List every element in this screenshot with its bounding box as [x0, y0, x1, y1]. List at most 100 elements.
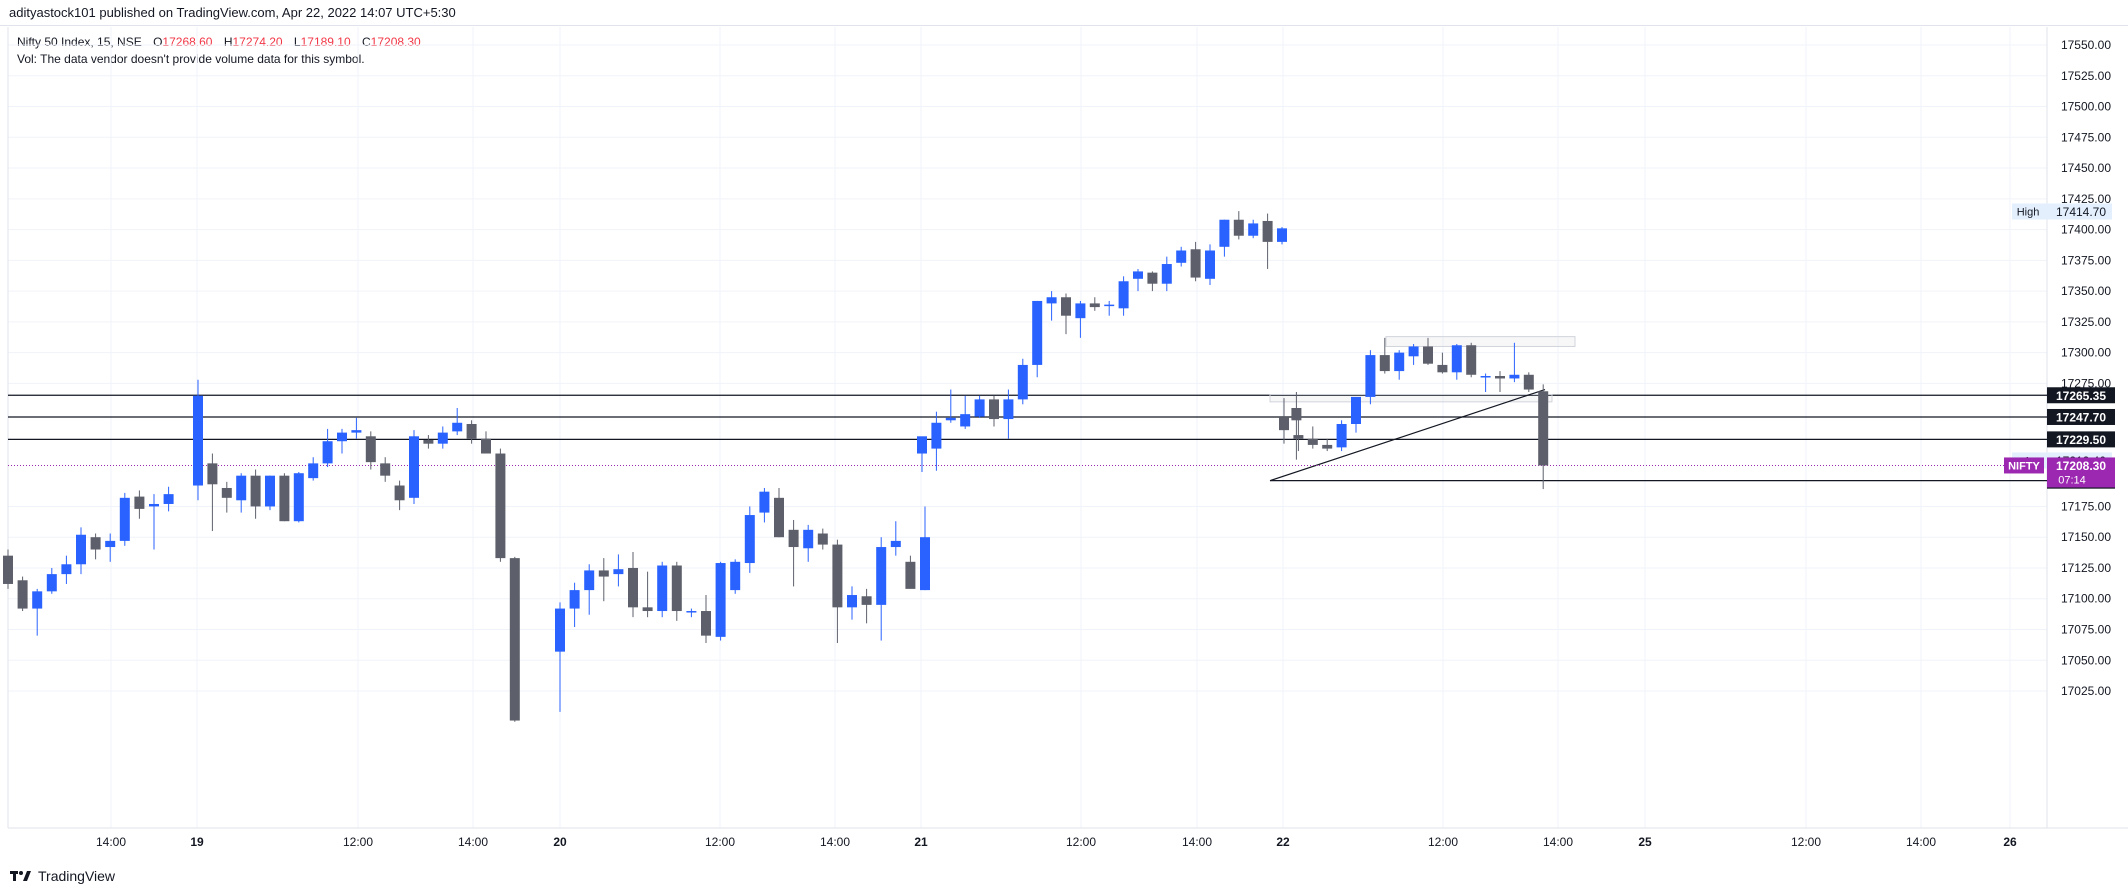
- candle: [61, 555, 72, 584]
- candle: [1089, 297, 1100, 311]
- time-tick-label: 12:00: [1428, 835, 1458, 849]
- candle-body: [134, 496, 145, 509]
- candle-body: [1277, 228, 1287, 242]
- price-tick-label: 17300.00: [2061, 346, 2111, 360]
- candle-body: [423, 439, 434, 444]
- candle-body: [119, 497, 130, 541]
- candle-body: [322, 441, 333, 464]
- price-tick-label: 17350.00: [2061, 284, 2111, 298]
- candle-body: [1219, 219, 1230, 247]
- price-tick-label: 17125.00: [2061, 561, 2111, 575]
- candle-body: [1190, 249, 1201, 278]
- candle-body: [221, 487, 232, 498]
- candle: [3, 549, 13, 589]
- candle: [584, 564, 595, 615]
- candle-body: [193, 395, 203, 486]
- candle: [917, 436, 927, 472]
- close-key: C: [362, 35, 371, 49]
- candle: [221, 481, 232, 513]
- candle-body: [1176, 250, 1187, 263]
- candle: [1061, 293, 1071, 335]
- price-tick-label: 17150.00: [2061, 530, 2111, 544]
- tradingview-icon: [10, 871, 31, 881]
- tradingview-logo[interactable]: TradingView: [10, 868, 115, 884]
- candle: [759, 487, 770, 523]
- candle-body: [466, 423, 477, 439]
- candle: [598, 558, 609, 602]
- price-zone: [1269, 393, 1553, 403]
- candle: [876, 537, 887, 641]
- candle-body: [1205, 250, 1215, 279]
- candle: [1176, 246, 1187, 267]
- candle-body: [642, 607, 653, 612]
- candle: [1365, 350, 1376, 405]
- countdown-timer: 07:14: [2058, 474, 2086, 486]
- candle-body: [1046, 297, 1057, 304]
- candle-body: [481, 438, 491, 454]
- candle-body: [686, 611, 697, 613]
- candle: [1205, 244, 1215, 285]
- level-price-label-bg: [2047, 431, 2115, 448]
- candle-body: [931, 422, 942, 449]
- volume-note: Vol: The data vendor doesn't provide vol…: [17, 52, 365, 66]
- candle-body: [817, 533, 828, 545]
- candle-body: [308, 463, 319, 479]
- candle: [1161, 256, 1172, 292]
- candle-body: [832, 544, 843, 608]
- candle: [409, 430, 419, 504]
- price-chart[interactable]: 17025.00 17050.00 17075.00 17100.00 17125.00…: [0, 27, 2128, 861]
- candle: [847, 586, 857, 620]
- candle: [351, 417, 362, 439]
- high-badge-value: 17414.70: [2056, 205, 2106, 219]
- candle-body: [250, 475, 261, 507]
- candle: [1032, 300, 1043, 378]
- candle: [1509, 342, 1520, 383]
- candle-body: [1336, 423, 1347, 448]
- time-tick-label: 14:00: [1906, 835, 1936, 849]
- candle-body: [1147, 272, 1158, 284]
- candle-body: [1104, 304, 1115, 307]
- candle: [1408, 344, 1419, 365]
- axis-labels: 17265.3517247.7017229.5017195.95High1741…: [2004, 203, 2115, 489]
- candle-body: [61, 564, 72, 575]
- candle: [337, 428, 347, 454]
- level-price-label: 17265.35: [2056, 389, 2106, 403]
- candle: [1423, 337, 1433, 365]
- candle-body: [861, 596, 872, 605]
- candle-body: [1279, 417, 1289, 431]
- candle-body: [917, 436, 927, 454]
- candle: [945, 389, 956, 423]
- high-badge-bg: [2012, 203, 2112, 220]
- candle-body: [351, 430, 362, 433]
- candle-body: [495, 453, 506, 559]
- tradingview-brand: TradingView: [38, 868, 116, 884]
- candle-body: [1322, 444, 1333, 449]
- candle: [1495, 371, 1505, 393]
- time-tick-label: 22: [1276, 835, 1290, 849]
- candle: [974, 395, 985, 418]
- candle: [32, 588, 43, 636]
- candle-body: [1061, 297, 1071, 316]
- candle-body: [1351, 396, 1361, 424]
- time-tick-label: 14:00: [820, 835, 850, 849]
- candle-body: [1089, 303, 1100, 308]
- candle: [423, 435, 434, 449]
- candle-body: [1161, 264, 1172, 284]
- footer-bar: TradingView: [0, 862, 2128, 892]
- candle: [1279, 398, 1289, 444]
- candle-body: [1118, 281, 1129, 309]
- high-key: H: [223, 35, 233, 49]
- candle: [905, 555, 916, 589]
- candle-body: [207, 463, 218, 485]
- candle: [1293, 414, 1304, 452]
- candle: [1291, 392, 1302, 460]
- level-price-label: 17247.70: [2056, 410, 2106, 424]
- candle-body: [149, 503, 159, 507]
- time-tick-label: 21: [914, 835, 928, 849]
- candle: [1017, 358, 1028, 405]
- candles: [3, 211, 1549, 722]
- candle: [394, 480, 405, 511]
- candle: [803, 524, 814, 562]
- candle-body: [715, 563, 726, 637]
- level-price-label-bg: [2047, 387, 2115, 404]
